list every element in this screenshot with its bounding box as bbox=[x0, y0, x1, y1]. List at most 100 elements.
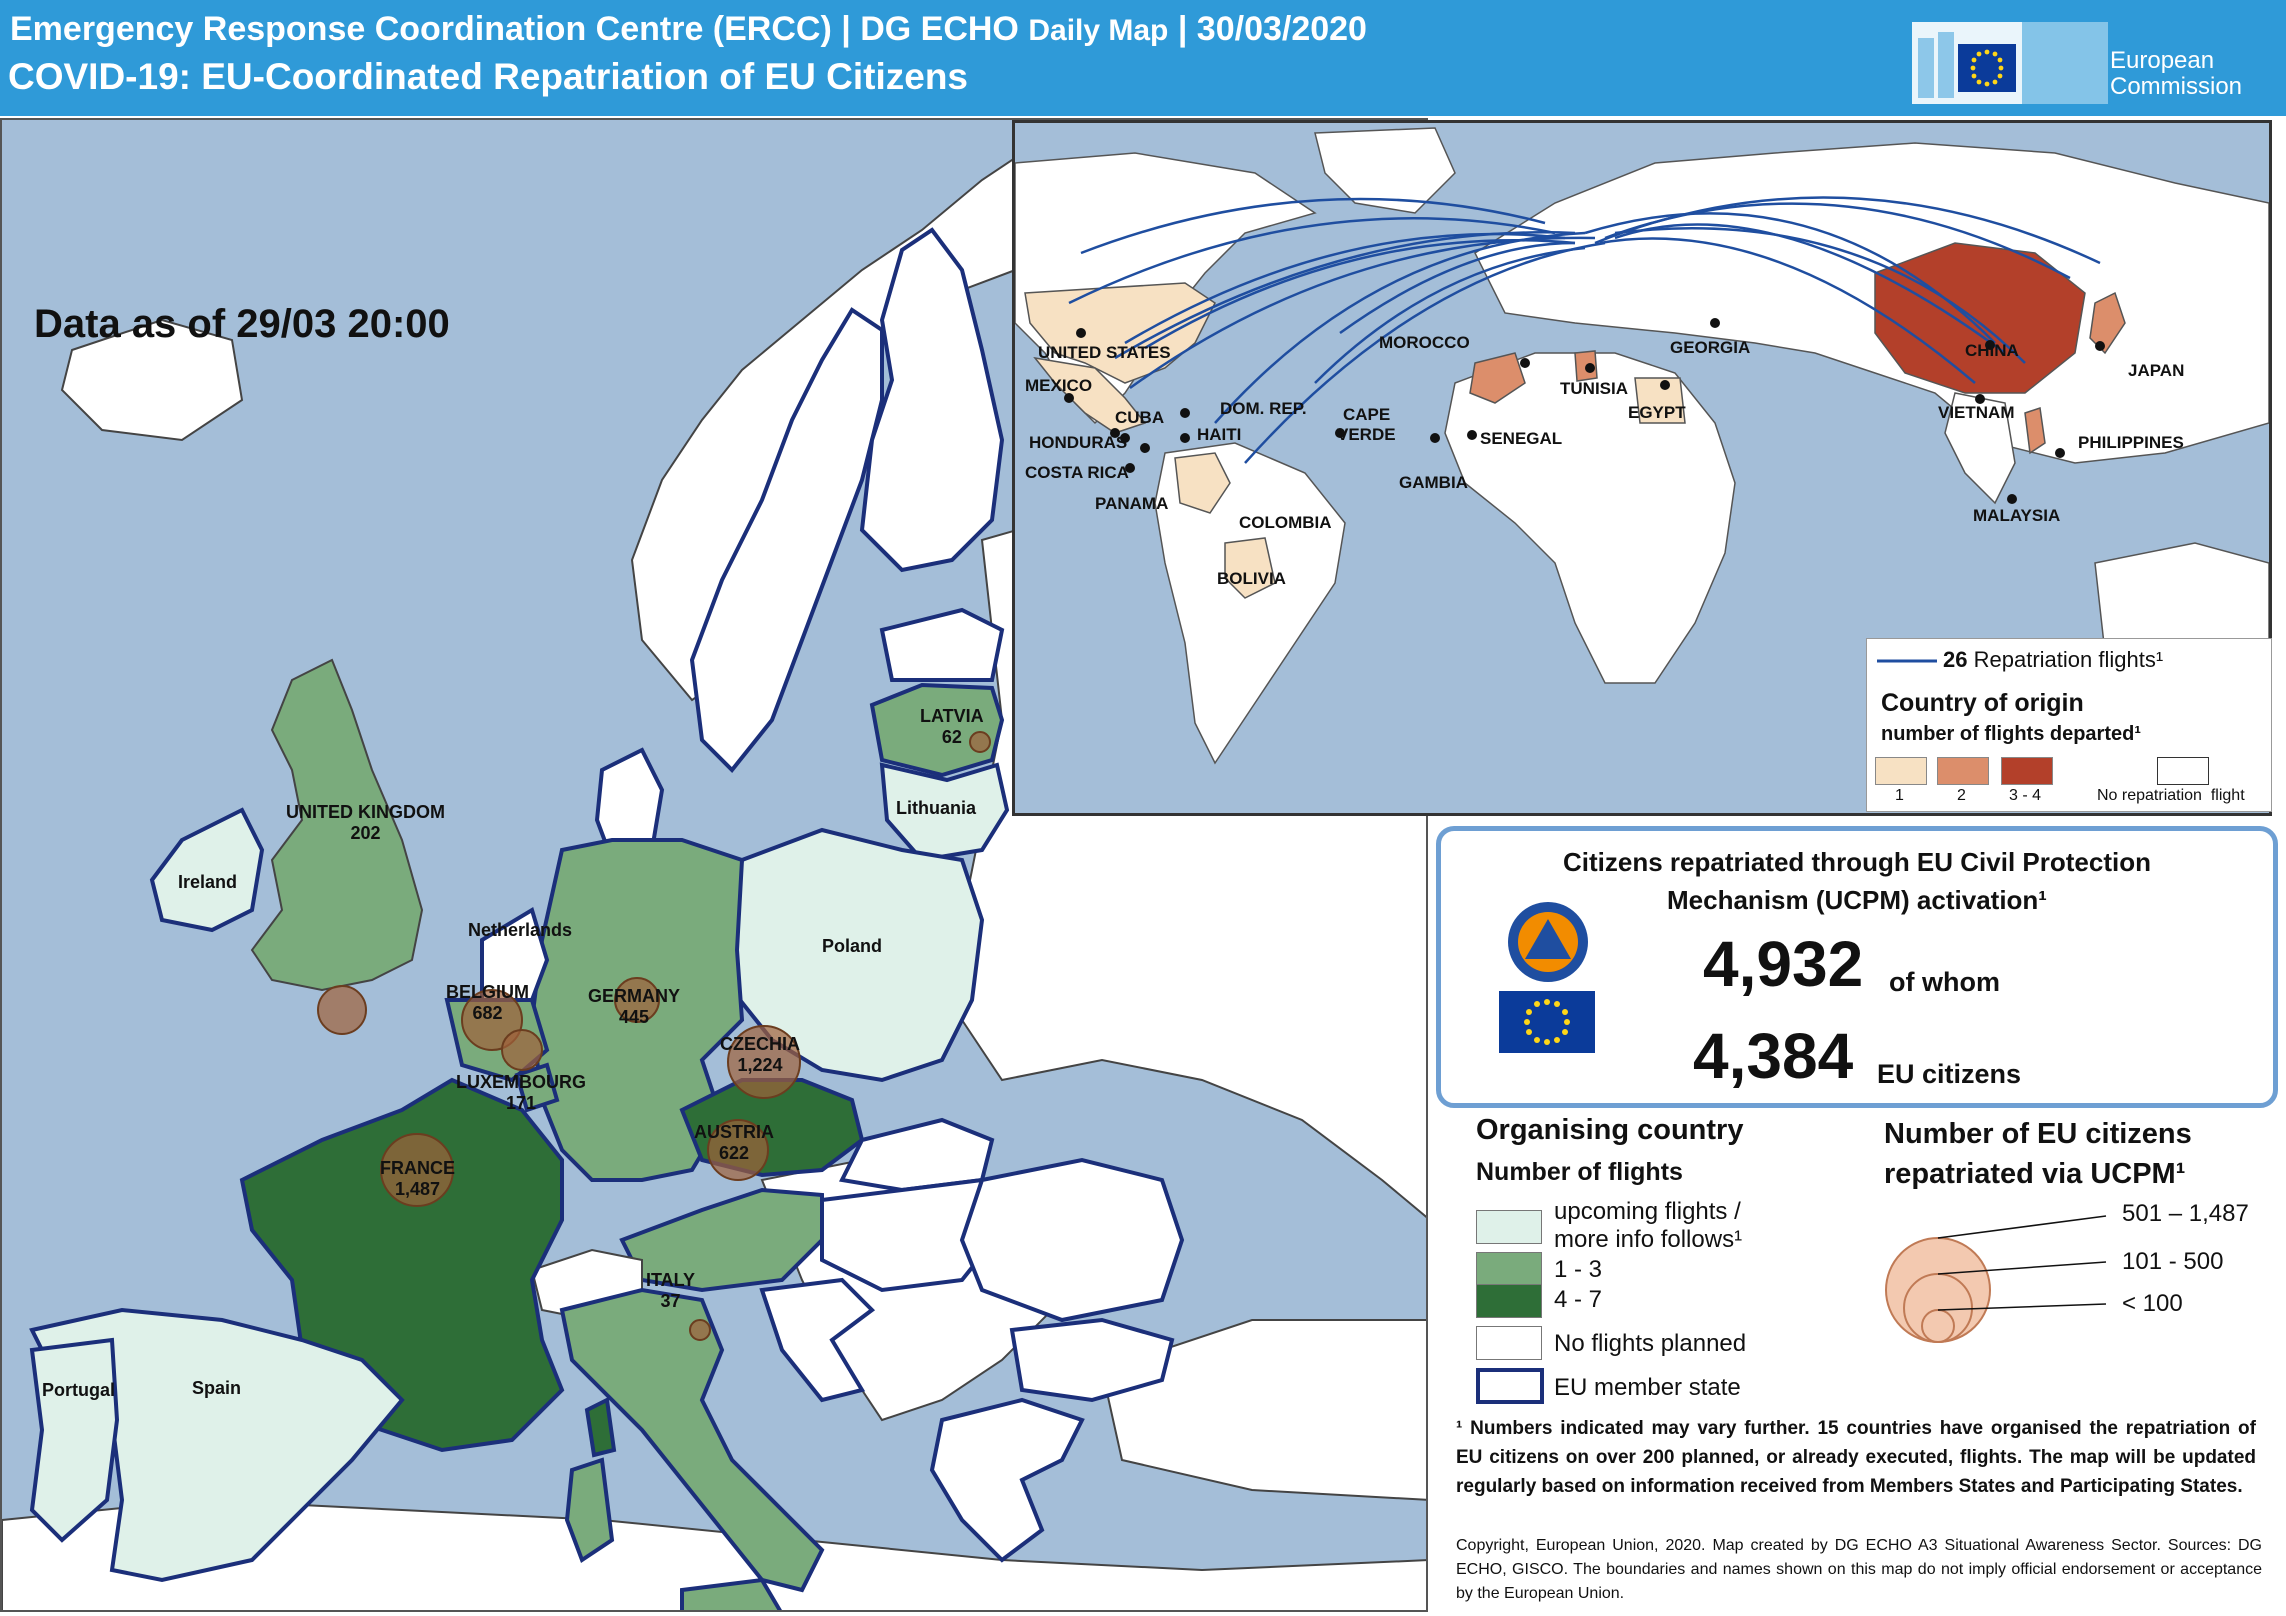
bubble-france bbox=[380, 1133, 454, 1207]
bolivia-shape bbox=[1224, 537, 1276, 599]
legend-4-7: 4 - 7 bbox=[1554, 1286, 1603, 1313]
repatriation-routes bbox=[1068, 196, 2101, 464]
bubble-luxembourg bbox=[501, 1029, 543, 1071]
inset-label-china: CHINA bbox=[1965, 341, 2019, 360]
swatch-eu-member bbox=[1476, 1368, 1544, 1404]
routes-count: 26 bbox=[1943, 647, 1968, 672]
routes-label: Repatriation flights¹ bbox=[1973, 647, 2164, 672]
total-repatriated: 4,932 bbox=[1703, 928, 1864, 1000]
bubble-italy bbox=[689, 1319, 711, 1341]
inset-label-haiti: HAITI bbox=[1197, 425, 1242, 444]
header-bar: Emergency Response Coordination Centre (… bbox=[0, 0, 2286, 116]
sicily-shape bbox=[680, 1577, 782, 1610]
bulgaria-shape bbox=[1009, 1317, 1175, 1403]
label-portugal: Portugal bbox=[42, 1380, 116, 1400]
panel-title: Citizens repatriated through EU Civil Pr… bbox=[1563, 847, 2151, 915]
bubble-united-kingdom bbox=[317, 985, 367, 1035]
portugal-shape bbox=[29, 1337, 120, 1543]
latvia-shape bbox=[869, 682, 1005, 778]
romania-shape bbox=[959, 1157, 1185, 1323]
label-united-kingdom: UNITED KINGDOM 202 bbox=[286, 802, 445, 843]
mexico-shape bbox=[1033, 356, 1147, 434]
label-lithuania: Lithuania bbox=[896, 798, 976, 818]
bubbles bbox=[317, 731, 991, 1341]
inset-label-senegal: SENEGAL bbox=[1480, 429, 1563, 448]
inset-legend: 26 Repatriation flights¹ Country of orig… bbox=[1866, 638, 2272, 812]
swatch-no-flights bbox=[1476, 1326, 1542, 1360]
bubble-class-large: 501 – 1,487 bbox=[2122, 1200, 2249, 1227]
philippines-shape bbox=[2024, 407, 2046, 455]
inset-label-tunisia: TUNISIA bbox=[1560, 379, 1628, 398]
inset-label-vietnam: VIETNAM bbox=[1938, 403, 2015, 422]
label-poland: Poland bbox=[822, 936, 883, 956]
origin-class-none: No repatriation flight bbox=[2097, 787, 2245, 804]
eu-citizens-repatriated: 4,384 bbox=[1693, 1020, 1854, 1092]
label-austria: AUSTRIA 622 bbox=[694, 1122, 774, 1163]
world-map-svg bbox=[1015, 127, 2269, 765]
inset-label-georgia: GEORGIA bbox=[1670, 338, 1751, 357]
map-title: COVID-19: EU-Coordinated Repatriation of… bbox=[8, 56, 969, 97]
inset-label-philippines: PHILIPPINES bbox=[2078, 433, 2184, 452]
netherlands-shape bbox=[480, 906, 550, 1002]
header-date: | 30/03/2020 bbox=[1177, 10, 1367, 48]
inset-label-mexico: MEXICO bbox=[1025, 376, 1093, 395]
label-france: FRANCE 1,487 bbox=[380, 1158, 455, 1199]
label-luxembourg: LUXEMBOURG 171 bbox=[456, 1072, 586, 1113]
europe-asia-land bbox=[1474, 142, 2269, 464]
inset-label-japan: JAPAN bbox=[2128, 361, 2185, 380]
legend-citizens-title-1: Number of EU citizens bbox=[1884, 1118, 2192, 1150]
inset-label-colombia: COLOMBIA bbox=[1239, 513, 1332, 532]
ireland-shape bbox=[149, 807, 265, 933]
legend-upcoming-1: upcoming flights / bbox=[1554, 1198, 1741, 1225]
south-america-land bbox=[1154, 442, 1346, 765]
label-spain: Spain bbox=[192, 1378, 242, 1398]
swatch-4-7 bbox=[1476, 1284, 1542, 1318]
lithuania-shape bbox=[879, 762, 1010, 863]
ec-logo-line2: Commission bbox=[2110, 73, 2243, 100]
europe-map-svg bbox=[2, 128, 1426, 1610]
bubble-germany bbox=[614, 977, 660, 1023]
se-asia-land bbox=[1944, 392, 2016, 505]
morocco-shape bbox=[1469, 352, 1526, 404]
origin-class-2: 2 bbox=[1957, 787, 1966, 804]
swatch-1-3 bbox=[1476, 1252, 1542, 1286]
civil-protection-icon bbox=[1508, 902, 1588, 982]
greece-shape bbox=[929, 1397, 1085, 1563]
inset-label-cape: CAPE bbox=[1343, 405, 1391, 424]
inset-label-egypt: EGYPT bbox=[1628, 403, 1686, 422]
legend-citizens-title-2: repatriated via UCPM¹ bbox=[1884, 1158, 2186, 1190]
eu-stars-icon bbox=[1970, 49, 2004, 87]
greenland-shape bbox=[1314, 127, 1456, 214]
inset-label-panama: PANAMA bbox=[1095, 494, 1169, 513]
footnote: ¹ Numbers indicated may vary further. 15… bbox=[1456, 1418, 2256, 1497]
estonia-shape bbox=[879, 607, 1005, 682]
origin-swatch-none bbox=[2157, 757, 2209, 785]
inset-label-costa-rica: COSTA RICA bbox=[1025, 463, 1129, 482]
bubble-czechia bbox=[727, 1025, 801, 1099]
finland-shape bbox=[859, 227, 1005, 573]
bubble-class-medium: 101 - 500 bbox=[2122, 1248, 2224, 1275]
croatia-shape bbox=[759, 1277, 876, 1403]
origin-swatch-2 bbox=[1937, 757, 1989, 785]
inset-label-cuba: CUBA bbox=[1115, 408, 1165, 427]
legend-organising-title: Organising country bbox=[1476, 1114, 1744, 1146]
legend-1-3: 1 - 3 bbox=[1554, 1256, 1603, 1283]
header-daily-map: Daily Map bbox=[1028, 14, 1169, 47]
uk-shape bbox=[250, 658, 424, 992]
data-timestamp: Data as of 29/03 20:00 bbox=[34, 302, 450, 346]
origin-points bbox=[1064, 318, 2105, 504]
inset-label-bolivia: BOLIVIA bbox=[1217, 569, 1286, 588]
label-germany: GERMANY 445 bbox=[588, 986, 681, 1027]
total-suffix: of whom bbox=[1889, 967, 2000, 997]
legend-organising-subtitle: Number of flights bbox=[1476, 1158, 1683, 1186]
sardinia-shape bbox=[564, 1457, 615, 1564]
origin-class-1: 1 bbox=[1895, 787, 1904, 804]
citizens-panel: Citizens repatriated through EU Civil Pr… bbox=[1436, 826, 2278, 1108]
europe-map: Data as of 29/03 20:00 UNITED KINGDOM 202… bbox=[0, 118, 1428, 1612]
slovakia-shape bbox=[839, 1117, 995, 1193]
ec-logo-line1: European bbox=[2110, 47, 2215, 74]
header-agency: Emergency Response Coordination Centre (… bbox=[10, 10, 1019, 48]
route-line-icon bbox=[1877, 659, 1937, 663]
egypt-shape bbox=[1634, 377, 1686, 424]
legend-upcoming-2: more info follows¹ bbox=[1554, 1226, 1743, 1253]
